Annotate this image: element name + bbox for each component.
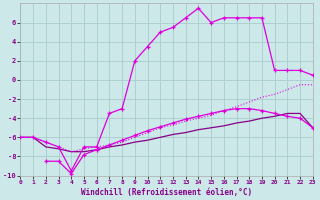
X-axis label: Windchill (Refroidissement éolien,°C): Windchill (Refroidissement éolien,°C) bbox=[81, 188, 252, 197]
